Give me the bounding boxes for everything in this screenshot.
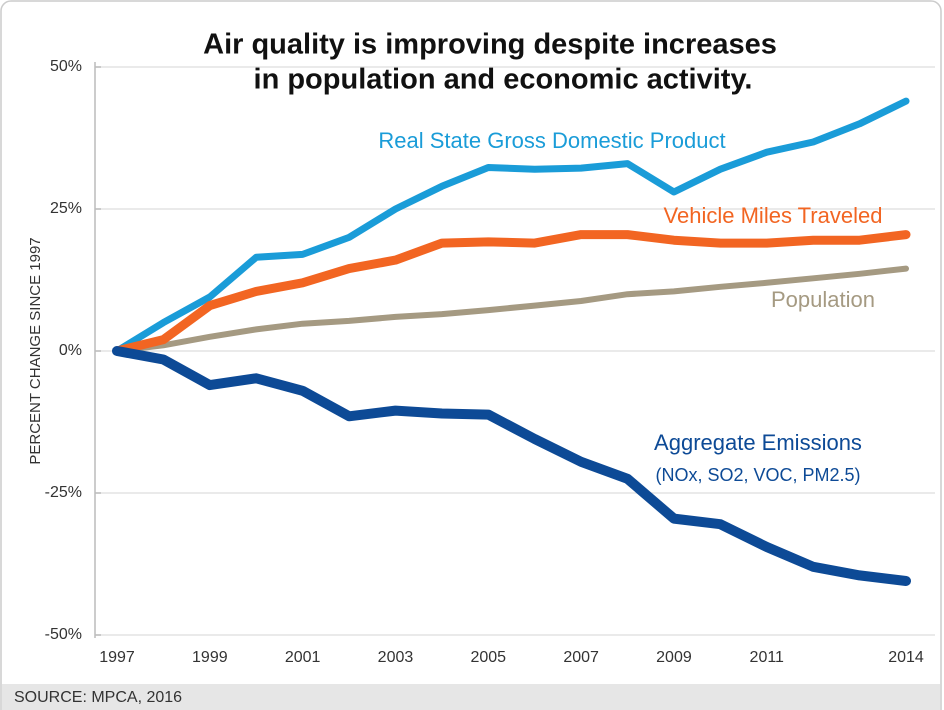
x-tick-label: 2014 (888, 649, 924, 666)
y-tick-label: -50% (45, 626, 82, 643)
series-label: Vehicle Miles Traveled (664, 203, 883, 228)
source: SOURCE: MPCA, 2016 (14, 689, 182, 706)
series-line (114, 265, 909, 354)
series-line (112, 346, 911, 586)
x-tick-label: 1997 (99, 649, 135, 666)
x-tick-label: 2001 (285, 649, 321, 666)
y-axis-label: PERCENT CHANGE SINCE 1997 (27, 237, 44, 464)
x-tick-label: 2005 (470, 649, 506, 666)
x-tick-label: 2009 (656, 649, 692, 666)
series-label: Population (771, 287, 875, 312)
series-line (112, 230, 911, 356)
series-label: Real State Gross Domestic Product (378, 128, 725, 153)
y-tick-label: -25% (45, 484, 82, 501)
x-tick-label: 2011 (750, 649, 785, 666)
y-tick-label: 0% (59, 342, 82, 359)
series-note: (NOx, SO2, VOC, PM2.5) (655, 465, 860, 485)
y-tick-label: 25% (50, 200, 82, 217)
series-line (113, 97, 910, 355)
x-tick-label: 1999 (192, 649, 228, 666)
x-tick-label: 2007 (563, 649, 599, 666)
y-tick-label: 50% (50, 58, 82, 75)
series-label: Aggregate Emissions (654, 430, 862, 455)
chart-title: Air quality is improving despite increas… (203, 29, 777, 61)
source-bar (2, 684, 940, 710)
chart-title: in population and economic activity. (254, 64, 753, 96)
x-tick-label: 2003 (378, 649, 414, 666)
